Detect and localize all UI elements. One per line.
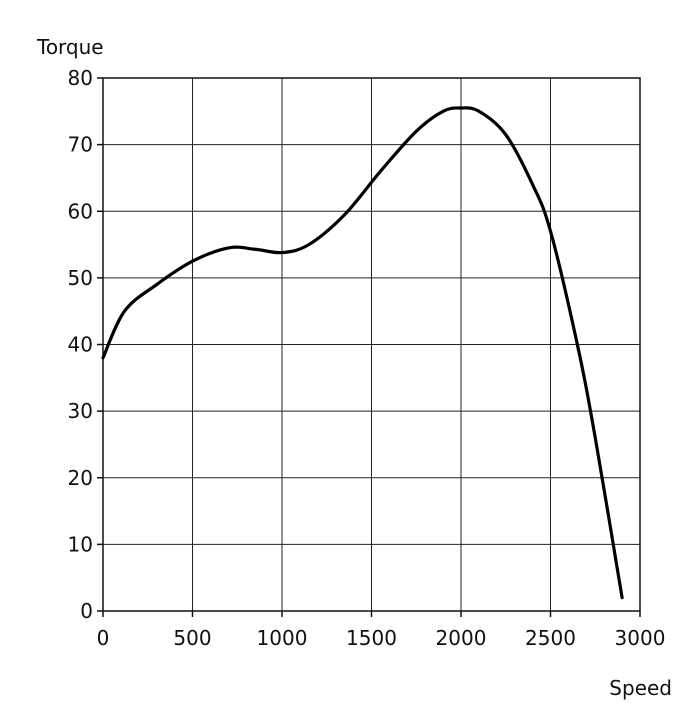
x-tick-label-1500: 1500 — [346, 626, 397, 650]
grid-lines — [103, 78, 640, 611]
y-tick-label-0: 0 — [80, 599, 93, 623]
y-tick-labels: 0 10 20 30 40 50 60 70 80 — [68, 66, 93, 623]
y-axis-label: Torque — [36, 35, 104, 59]
y-tick-label-60: 60 — [68, 199, 93, 223]
x-tick-label-2500: 2500 — [525, 626, 576, 650]
x-tick-labels: 0 500 1000 1500 2000 2500 3000 — [97, 626, 666, 650]
x-tick-label-3000: 3000 — [615, 626, 666, 650]
x-tick-label-500: 500 — [173, 626, 211, 650]
x-tick-label-0: 0 — [97, 626, 110, 650]
x-axis-label: Speed — [609, 676, 672, 700]
y-tick-label-40: 40 — [68, 333, 93, 357]
y-tick-label-70: 70 — [68, 133, 93, 157]
x-tick-label-1000: 1000 — [257, 626, 308, 650]
y-tick-label-50: 50 — [68, 266, 93, 290]
y-tick-label-10: 10 — [68, 532, 93, 556]
axis-ticks — [97, 77, 641, 617]
y-tick-label-20: 20 — [68, 466, 93, 490]
x-tick-label-2000: 2000 — [436, 626, 487, 650]
y-tick-label-30: 30 — [68, 399, 93, 423]
torque-curve-line — [101, 106, 624, 600]
y-tick-label-80: 80 — [68, 66, 93, 90]
